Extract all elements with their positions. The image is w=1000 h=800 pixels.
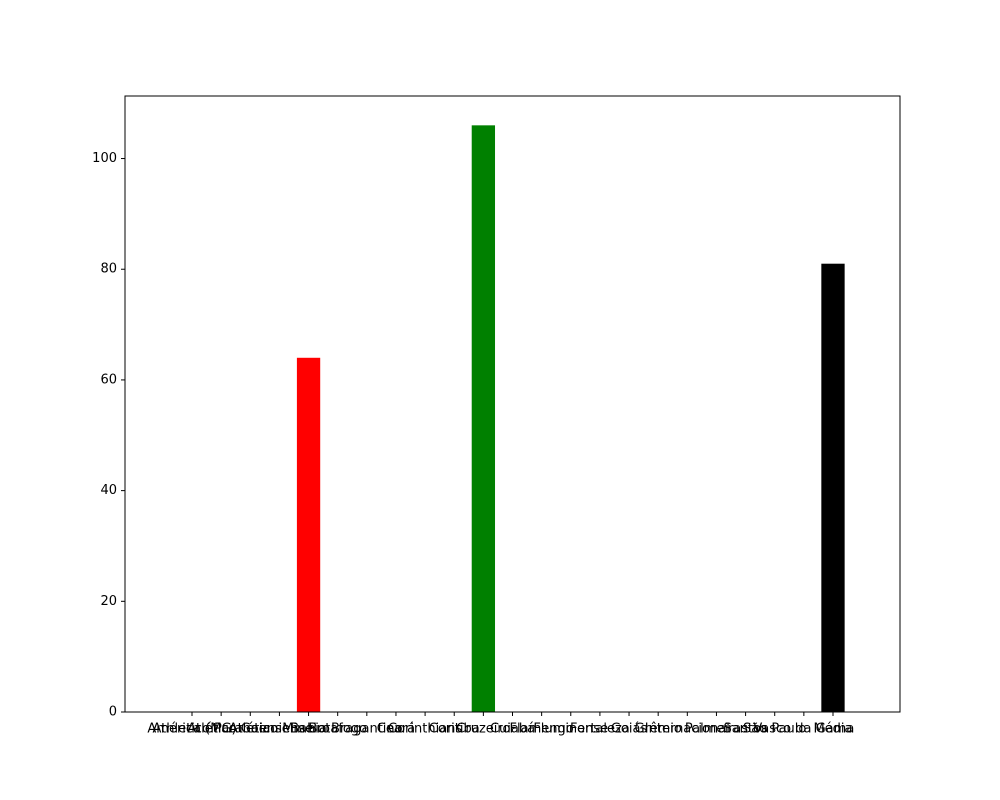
bar-cruzeiro	[471, 125, 496, 713]
x-tick-label: Coritiba	[429, 722, 480, 737]
y-tick-label: 20	[100, 594, 117, 609]
bars-group	[296, 125, 845, 713]
x-tick-label: Cuiabá	[490, 722, 535, 737]
x-tick-label: América (MG)	[147, 722, 236, 737]
x-tick-label: Athletico Paranaense	[152, 722, 289, 737]
x-tick-label: Goiás	[611, 722, 648, 737]
bar-média	[821, 263, 845, 712]
x-tick-label: Flamengo	[510, 722, 574, 737]
x-tick-label: Botafogo	[308, 722, 367, 737]
x-tick-label: Atlético Mineiro	[229, 722, 330, 737]
x-tick-label: Bragantino	[331, 722, 403, 737]
x-tick-label: Internacional	[645, 722, 730, 737]
x-tick-label: Corinthians	[388, 722, 462, 737]
y-tick-label: 100	[92, 151, 117, 166]
x-tick-label: São Paulo	[743, 722, 806, 737]
x-tick-label: Bahia	[290, 722, 327, 737]
y-tick-label: 40	[100, 483, 117, 498]
x-tick-label: Atlético Goianiense	[187, 722, 313, 737]
x-tick-label: Ceará	[377, 722, 415, 737]
x-tick-label: Santos	[723, 722, 768, 737]
bar-bahia	[296, 357, 321, 712]
x-tick-label: Vasco da Gama	[753, 722, 854, 737]
x-tick-label: Média	[813, 722, 852, 737]
x-tick-label: Palmeiras	[685, 722, 748, 737]
y-tick-label: 60	[100, 372, 117, 387]
y-axis: 0 20 40 60 80 100	[92, 151, 125, 720]
x-tick-label: Grêmio	[634, 722, 681, 737]
x-axis: América (MG)Athletico ParanaenseAtlético…	[147, 712, 854, 737]
x-tick-label: Fortaleza	[570, 722, 630, 737]
y-tick-label: 0	[109, 705, 117, 720]
y-tick-label: 80	[100, 262, 117, 277]
x-tick-label: Cruzeiro	[456, 722, 510, 737]
x-tick-label: Fluminense	[533, 722, 608, 737]
